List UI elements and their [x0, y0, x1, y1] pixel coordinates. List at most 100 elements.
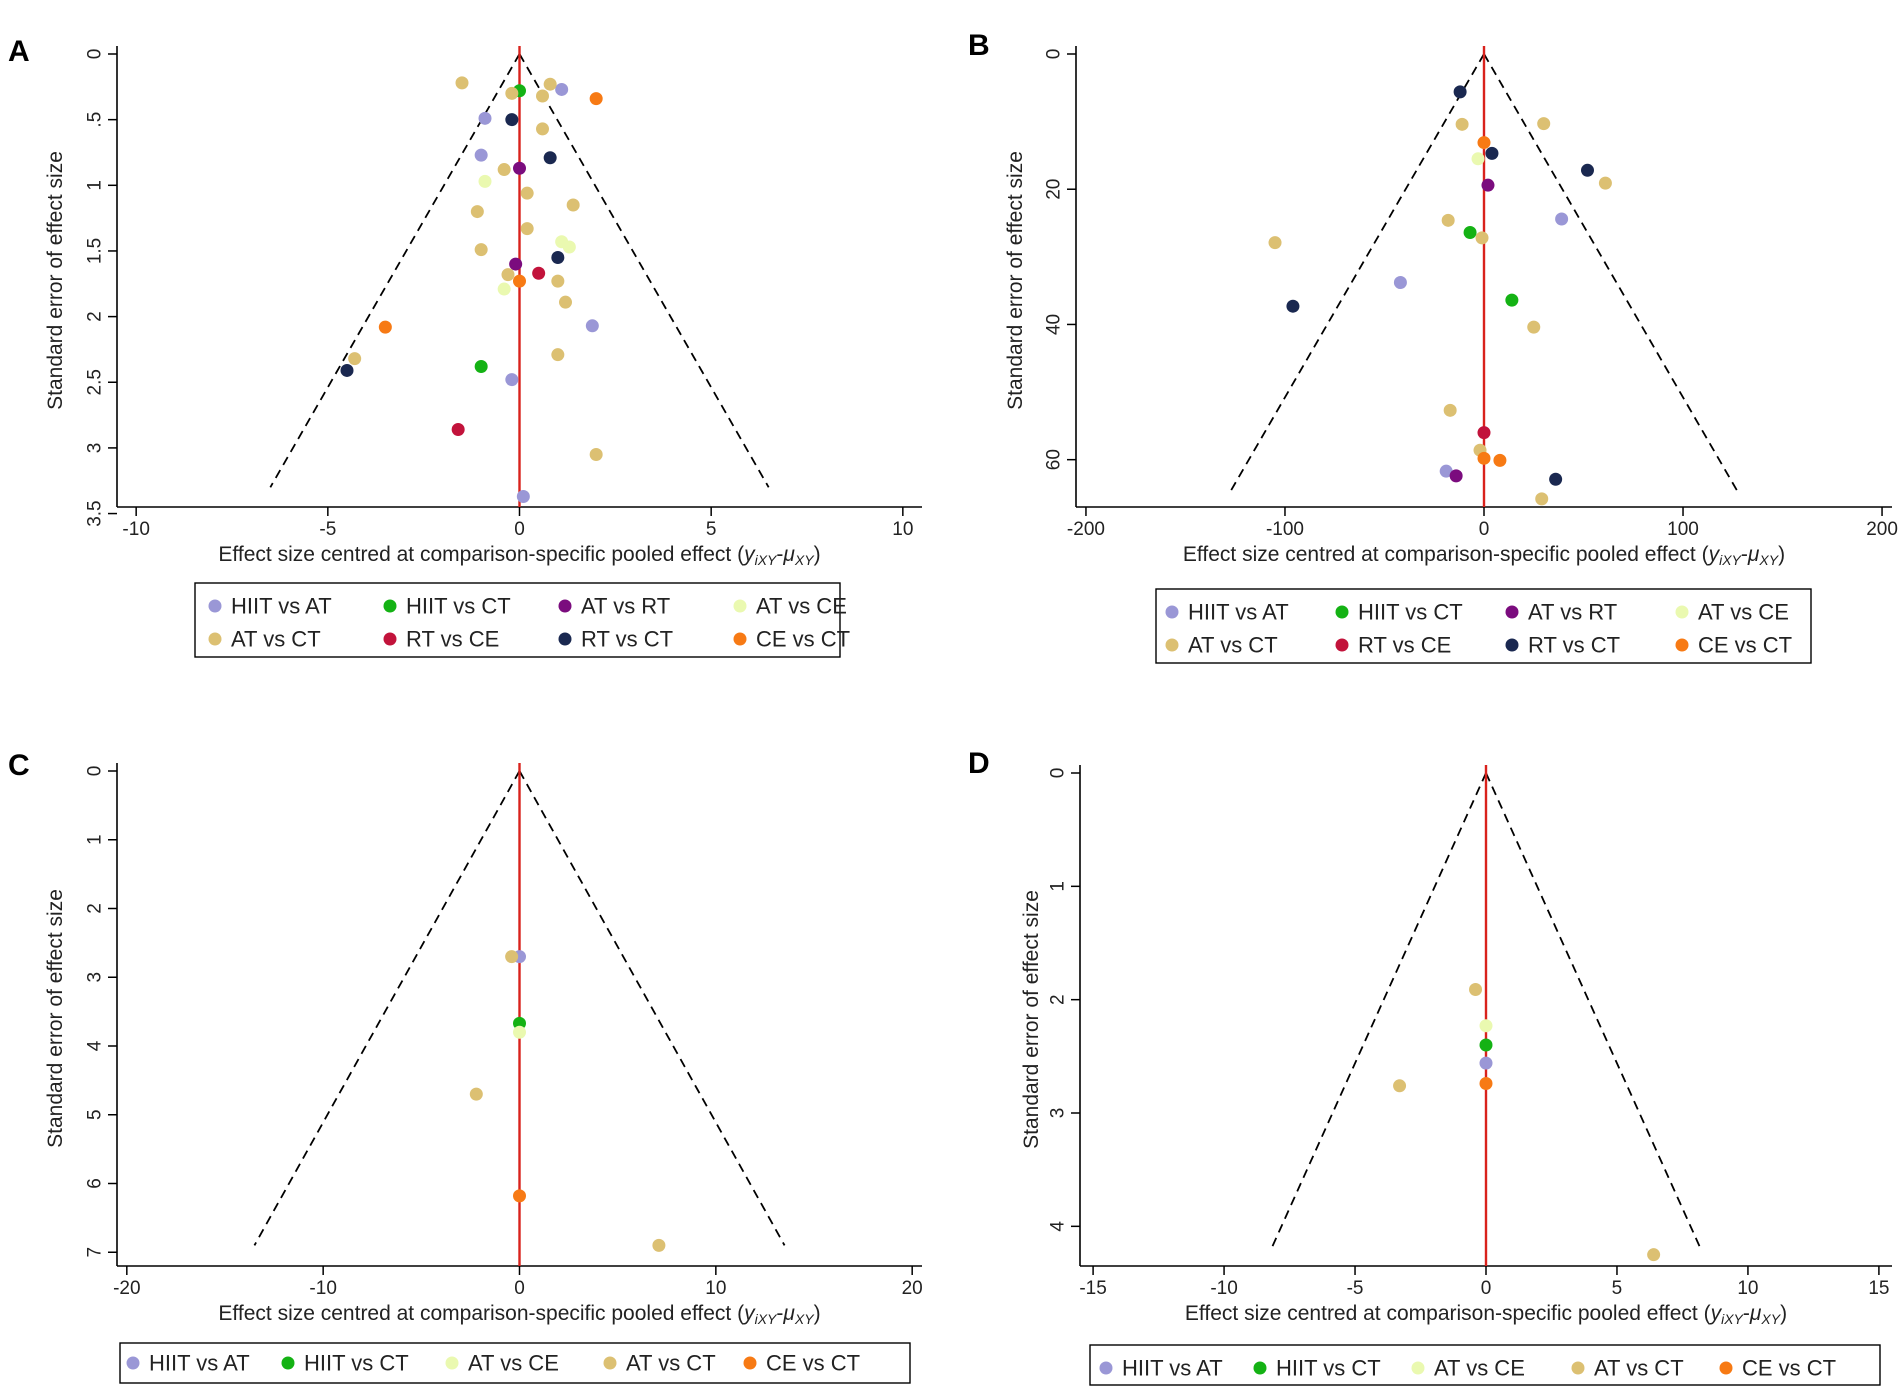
data-point: [551, 274, 565, 288]
data-point: [470, 205, 484, 219]
data-point: [1549, 472, 1563, 486]
data-point: [532, 266, 546, 280]
data-point: [1537, 117, 1551, 131]
data-point: [513, 1016, 526, 1030]
legend-marker: [1335, 605, 1349, 619]
legend-marker: [603, 1356, 617, 1370]
x-axis-label-part: XY: [1758, 552, 1779, 568]
data-point: [1463, 225, 1477, 239]
data-point: [505, 373, 519, 387]
y-tick-label: 3: [85, 972, 106, 983]
data-point: [1477, 426, 1491, 440]
legend-label: CE vs CT: [766, 1351, 860, 1376]
x-axis-label-part: μ: [782, 543, 795, 566]
panel-label: B: [968, 29, 990, 62]
legend-label: AT vs CT: [1188, 633, 1278, 658]
x-axis-label-part: y: [1707, 543, 1721, 566]
x-tick-label: -20: [113, 1278, 140, 1299]
legend-label: HIIT vs AT: [149, 1351, 250, 1376]
data-point: [497, 282, 511, 296]
data-point: [478, 174, 492, 188]
x-axis-label-part: ): [814, 543, 821, 566]
legend-marker: [1675, 605, 1689, 619]
y-tick-label: 2: [85, 311, 106, 322]
legend-label: AT vs CT: [231, 627, 321, 652]
panel-a: A -10 -5 0 5 10 0 .5 1 1.5 2 2.5 3 3.5 Effect size cen…: [8, 35, 922, 658]
x-axis-label: Effect size centred at comparison-specif…: [1183, 543, 1785, 568]
x-axis-label-part: XY: [1760, 1311, 1781, 1327]
data-point: [589, 447, 603, 461]
panel-c: C -20 -10 0 10 20 0 1 2 3 4 5 6 7 Effect size centred …: [8, 749, 923, 1384]
data-point: [536, 89, 549, 103]
data-point: [1481, 178, 1495, 192]
x-tick-label: 100: [1667, 519, 1699, 540]
legend-box: [194, 582, 841, 658]
x-tick-label: 10: [1737, 1278, 1758, 1299]
data-point: [474, 360, 488, 374]
data-point: [469, 1087, 483, 1101]
data-point: [1580, 163, 1594, 177]
y-tick-label: 0: [85, 49, 106, 60]
x-tick-label: 0: [514, 519, 525, 540]
x-axis-label: Effect size centred at comparison-specif…: [1185, 1302, 1787, 1327]
data-point: [551, 251, 565, 265]
data-point: [1471, 152, 1485, 166]
legend-label: HIIT vs CT: [304, 1351, 409, 1376]
legend-marker: [383, 632, 397, 646]
legend-label: CE vs CT: [1698, 633, 1792, 658]
legend-marker: [733, 632, 747, 646]
y-tick-label: 1: [85, 834, 106, 845]
y-tick-label: 2: [1048, 994, 1069, 1005]
data-point: [1505, 293, 1519, 307]
x-axis-label-part: -: [776, 1302, 783, 1325]
data-point: [1393, 1079, 1407, 1093]
x-tick-label: -10: [309, 1278, 336, 1299]
legend-marker: [1411, 1361, 1425, 1375]
legend-label: HIIT vs CT: [1358, 600, 1463, 625]
x-axis-label-part: μ: [1749, 1302, 1762, 1325]
y-tick-label: 4: [85, 1040, 106, 1051]
x-axis-label-part: iXY: [755, 552, 778, 568]
data-point: [1477, 451, 1491, 465]
funnel-right-line: [1485, 772, 1702, 1250]
legend-marker: [281, 1356, 295, 1370]
funnel-right-line: [1483, 53, 1740, 494]
legend-marker: [126, 1356, 140, 1370]
data-point: [1479, 1019, 1493, 1033]
legend-label: HIIT vs AT: [1122, 1356, 1223, 1381]
funnel-right-line: [518, 53, 770, 488]
data-point: [555, 82, 569, 96]
y-tick-label: 2: [85, 903, 106, 914]
data-point: [513, 274, 526, 288]
data-point: [348, 352, 362, 366]
x-tick-label: 5: [1612, 1278, 1623, 1299]
data-point: [543, 77, 557, 91]
x-axis-label-part: -: [1741, 543, 1748, 566]
data-point: [378, 320, 392, 334]
legend-marker: [1505, 638, 1519, 652]
legend-label: RT vs CE: [1358, 633, 1451, 658]
panel-label: C: [8, 749, 30, 782]
data-point: [585, 319, 599, 333]
legend-marker: [1165, 605, 1179, 619]
legend-label: AT vs CE: [1434, 1356, 1525, 1381]
funnel-left-line: [253, 770, 521, 1246]
x-axis-label: Effect size centred at comparison-specif…: [218, 543, 820, 568]
x-axis-label-part: μ: [782, 1302, 795, 1325]
data-point: [513, 1025, 526, 1039]
x-tick-label: -15: [1079, 1278, 1106, 1299]
legend-label: HIIT vs AT: [231, 594, 332, 619]
legend-label: AT vs RT: [581, 594, 670, 619]
legend-marker: [1335, 638, 1349, 652]
x-tick-label: 0: [1481, 1278, 1492, 1299]
data-point: [505, 113, 519, 127]
y-tick-label: 0: [1044, 49, 1065, 60]
data-point: [340, 363, 354, 377]
data-point: [505, 950, 519, 964]
legend-label: RT vs CE: [406, 627, 499, 652]
data-point: [1393, 276, 1407, 290]
legend-label: RT vs CT: [581, 627, 673, 652]
funnel-left-line: [1270, 772, 1487, 1250]
data-point: [1449, 469, 1463, 483]
legend-label: RT vs CT: [1528, 633, 1620, 658]
